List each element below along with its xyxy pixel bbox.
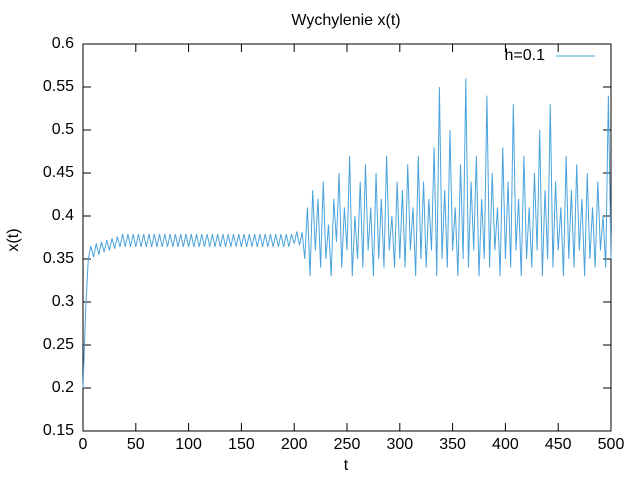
y-tick-label: 0.25 (43, 336, 74, 353)
y-tick-label: 0.45 (43, 164, 74, 181)
chart-title: Wychylenie x(t) (291, 12, 400, 29)
x-tick-label: 0 (79, 436, 88, 453)
y-tick-label: 0.35 (43, 250, 74, 267)
y-tick-label: 0.15 (43, 422, 74, 439)
data-line (82, 78, 612, 389)
y-tick-label: 0.5 (52, 121, 74, 138)
y-axis-label: x(t) (5, 228, 22, 251)
y-tick-label: 0.2 (52, 379, 74, 396)
x-axis-label: t (344, 457, 349, 474)
y-tick-label: 0.55 (43, 78, 74, 95)
x-tick-label: 350 (439, 436, 466, 453)
y-tick-label: 0.6 (52, 35, 74, 52)
legend-label: h=0.1 (505, 47, 546, 64)
x-tick-label: 500 (598, 436, 625, 453)
y-tick-label: 0.4 (52, 207, 74, 224)
x-tick-label: 400 (492, 436, 519, 453)
y-tick-label: 0.3 (52, 293, 74, 310)
x-tick-label: 450 (545, 436, 572, 453)
x-tick-label: 200 (281, 436, 308, 453)
x-tick-label: 100 (175, 436, 202, 453)
x-tick-label: 250 (334, 436, 361, 453)
x-tick-label: 300 (386, 436, 413, 453)
x-tick-label: 150 (228, 436, 255, 453)
x-tick-label: 50 (127, 436, 145, 453)
